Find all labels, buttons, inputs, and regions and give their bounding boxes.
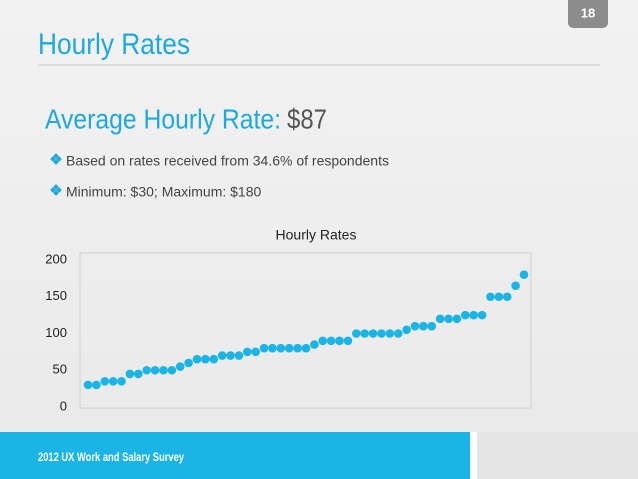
data-point (284, 343, 294, 353)
data-point (435, 314, 445, 324)
footer-bar (0, 432, 470, 479)
data-point (234, 351, 244, 360)
data-point (486, 292, 495, 302)
data-point (159, 365, 168, 375)
data-point (461, 310, 470, 320)
bullet-text: Minimum: $30; Maximum: $180 (66, 184, 262, 200)
data-point (184, 358, 193, 368)
data-point (326, 336, 336, 346)
data-point (134, 369, 143, 379)
data-point (209, 354, 219, 364)
data-point (477, 310, 487, 320)
footer-text: 2012 UX Work and Salary Survey (38, 450, 184, 464)
data-point (243, 347, 252, 357)
data-point (343, 336, 353, 346)
y-tick-label: 150 (45, 288, 67, 303)
data-point (192, 354, 202, 364)
data-point (469, 310, 478, 320)
plot-frame (79, 252, 532, 409)
data-point (167, 365, 177, 375)
data-point (368, 329, 378, 338)
data-point (301, 343, 311, 353)
data-point (259, 343, 269, 353)
data-point (117, 376, 126, 386)
data-point (318, 336, 328, 346)
data-point (502, 292, 512, 302)
data-point (519, 270, 529, 280)
headline-label: Average Hourly Rate: (45, 103, 281, 134)
plot: 0 50 100 150 200 (45, 251, 529, 413)
data-point (83, 380, 93, 390)
data-point (251, 347, 260, 357)
data-point (92, 380, 101, 390)
data-point (335, 336, 344, 346)
data-point (511, 281, 520, 291)
data-point (393, 329, 403, 338)
y-tick-label: 100 (45, 325, 67, 340)
data-point (310, 340, 319, 349)
data-point (108, 376, 118, 386)
data-point (142, 365, 151, 375)
data-point (452, 314, 462, 324)
headline-value: $87 (287, 103, 327, 134)
data-point (150, 365, 160, 375)
data-point (427, 321, 437, 331)
data-point (276, 343, 286, 353)
data-point (226, 351, 235, 360)
data-point (419, 321, 428, 331)
data-point (352, 329, 361, 338)
data-point (410, 321, 420, 331)
data-point (175, 362, 185, 371)
data-point (402, 325, 411, 335)
data-point (293, 343, 302, 353)
footer-end (477, 432, 638, 479)
bullet-text: Based on rates received from 34.6% of re… (66, 153, 389, 169)
data-point (125, 369, 135, 379)
chart-title: Hourly Rates (276, 227, 357, 243)
slide-title: Hourly Rates (38, 28, 190, 61)
data-point (217, 351, 227, 360)
y-tick-label: 200 (45, 251, 67, 266)
data-point (385, 329, 395, 338)
data-point (100, 376, 110, 386)
page-tab (568, 0, 608, 28)
footer-strip (470, 432, 477, 479)
data-point (268, 343, 277, 353)
data-point (360, 329, 369, 338)
page-number: 18 (581, 5, 595, 20)
data-point (377, 329, 386, 338)
y-tick-label: 0 (60, 398, 67, 413)
data-point (494, 292, 504, 302)
data-point (444, 314, 453, 324)
data-point (201, 354, 210, 364)
y-tick-label: 50 (53, 362, 67, 377)
